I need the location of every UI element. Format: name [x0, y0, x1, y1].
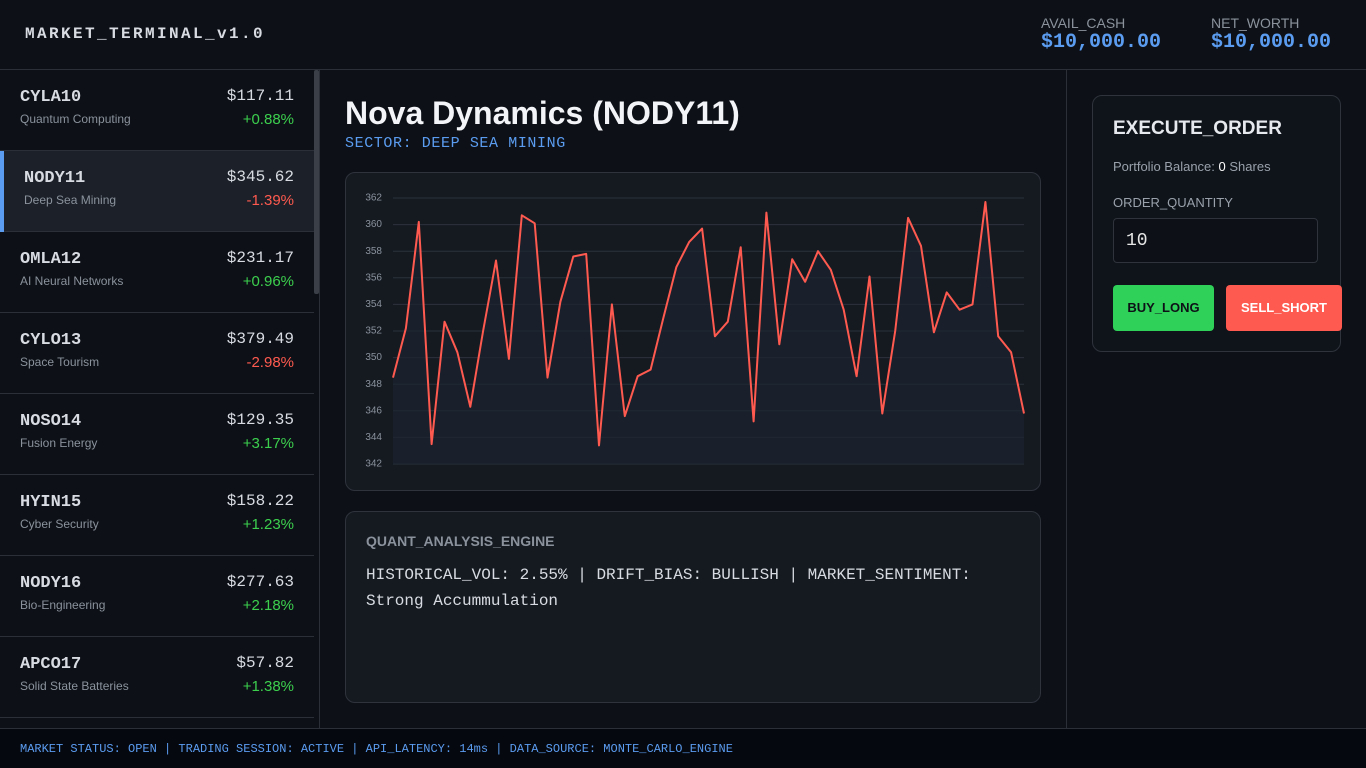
y-tick-label: 346: [365, 405, 382, 416]
company-name: Bio-Engineering: [20, 598, 106, 612]
worth-label: NET_WORTH: [1211, 15, 1300, 31]
price: $277.63: [226, 573, 294, 591]
watchlist-row[interactable]: APCO17 Solid State Batteries $57.82 +1.38%: [0, 637, 314, 718]
sector: SECTOR: DEEP SEA MINING: [345, 135, 566, 152]
quantity-label: ORDER_QUANTITY: [1113, 195, 1233, 210]
scrollbar[interactable]: [314, 70, 319, 294]
quant-panel: QUANT_ANALYSIS_ENGINE HISTORICAL_VOL: 2.…: [345, 511, 1041, 703]
cash-value: $10,000.00: [1041, 31, 1162, 54]
quant-title: QUANT_ANALYSIS_ENGINE: [366, 533, 555, 549]
balance-value: 0: [1218, 159, 1226, 174]
price: $57.82: [236, 654, 294, 672]
stock-title: Nova Dynamics (NODY11): [345, 95, 740, 131]
y-tick-label: 348: [365, 379, 382, 390]
y-tick-label: 344: [365, 432, 382, 443]
y-tick-label: 352: [365, 326, 382, 337]
price-area: [393, 202, 1024, 464]
y-tick-label: 360: [365, 219, 382, 230]
y-tick-label: 362: [365, 193, 382, 204]
company-name: Quantum Computing: [20, 112, 131, 126]
y-tick-label: 354: [365, 299, 382, 310]
y-tick-label: 356: [365, 272, 382, 283]
change: -2.98%: [246, 354, 294, 371]
balance-label: Portfolio Balance:: [1113, 159, 1215, 174]
ticker: CYLO13: [20, 331, 82, 350]
company-name: AI Neural Networks: [20, 274, 124, 288]
price: $129.35: [226, 411, 294, 429]
worth-value: $10,000.00: [1211, 31, 1332, 54]
quantity-input[interactable]: 10: [1113, 218, 1318, 263]
company-name: Space Tourism: [20, 355, 100, 369]
ticker: APCO17: [20, 655, 82, 674]
order-panel: EXECUTE_ORDER Portfolio Balance: 0 Share…: [1092, 95, 1342, 352]
ticker: NODY11: [24, 169, 86, 188]
app-title: MARKET_TERMINAL_v1.0: [25, 25, 266, 43]
order-title: EXECUTE_ORDER: [1113, 118, 1282, 139]
header: MARKET_TERMINAL_v1.0 AVAIL_CASH $10,000.…: [0, 0, 1366, 70]
ticker: OMLA12: [20, 250, 82, 269]
status-text: MARKET STATUS: OPEN | TRADING SESSION: A…: [20, 742, 733, 756]
buy-button[interactable]: BUY_LONG: [1113, 285, 1214, 331]
watchlist-row[interactable]: HYIN15 Cyber Security $158.22 +1.23%: [0, 475, 314, 556]
y-tick-label: 350: [365, 352, 382, 363]
watchlist-row[interactable]: NODY16 Bio-Engineering $277.63 +2.18%: [0, 556, 314, 637]
change: +1.23%: [242, 516, 294, 533]
price: $117.11: [226, 87, 294, 105]
change: +2.18%: [242, 597, 294, 614]
ticker: NODY16: [20, 574, 82, 593]
price: $231.17: [226, 249, 294, 267]
company-name: Solid State Batteries: [20, 679, 129, 693]
ticker: CYLA10: [20, 88, 82, 107]
company-name: Fusion Energy: [20, 436, 98, 450]
price-chart: 342 344 346 348 350 352 354 356 358 360 362: [365, 193, 1025, 470]
y-tick-label: 342: [365, 459, 382, 470]
watchlist-row[interactable]: NOSO14 Fusion Energy $129.35 +3.17%: [0, 394, 314, 475]
ticker: HYIN15: [20, 493, 82, 512]
change: +0.96%: [242, 273, 294, 290]
watchlist: CYLA10 Quantum Computing $117.11 +0.88% NODY…: [0, 70, 320, 728]
ticker: NOSO14: [20, 412, 82, 431]
balance-unit: Shares: [1229, 159, 1271, 174]
watchlist-row[interactable]: OMLA12 AI Neural Networks $231.17 +0.96%: [0, 232, 314, 313]
quant-text: HISTORICAL_VOL: 2.55% | DRIFT_BIAS: BULL…: [366, 566, 971, 610]
company-name: Cyber Security: [20, 517, 99, 531]
price: $345.62: [226, 168, 294, 186]
sell-button[interactable]: SELL_SHORT: [1226, 285, 1342, 331]
price: $158.22: [226, 492, 294, 510]
balance: Portfolio Balance: 0 Shares: [1113, 159, 1271, 174]
watchlist-row[interactable]: NODY11 Deep Sea Mining $345.62 -1.39%: [0, 151, 314, 232]
status-bar: MARKET STATUS: OPEN | TRADING SESSION: A…: [0, 728, 1366, 768]
order-column: [1066, 70, 1366, 728]
change: +3.17%: [242, 435, 294, 452]
change: +1.38%: [242, 678, 294, 695]
watchlist-row[interactable]: CYLA10 Quantum Computing $117.11 +0.88%: [0, 70, 314, 151]
cash-label: AVAIL_CASH: [1041, 15, 1126, 31]
price-line: [392, 201, 1025, 447]
y-tick-label: 358: [365, 246, 382, 257]
change: +0.88%: [242, 111, 294, 128]
worth-stat: NET_WORTH $10,000.00: [1211, 15, 1331, 54]
watchlist-row[interactable]: CYLO13 Space Tourism $379.49 -2.98%: [0, 313, 314, 394]
cash-stat: AVAIL_CASH $10,000.00: [1041, 15, 1161, 54]
company-name: Deep Sea Mining: [24, 193, 117, 207]
price: $379.49: [226, 330, 294, 348]
change: -1.39%: [246, 192, 294, 209]
